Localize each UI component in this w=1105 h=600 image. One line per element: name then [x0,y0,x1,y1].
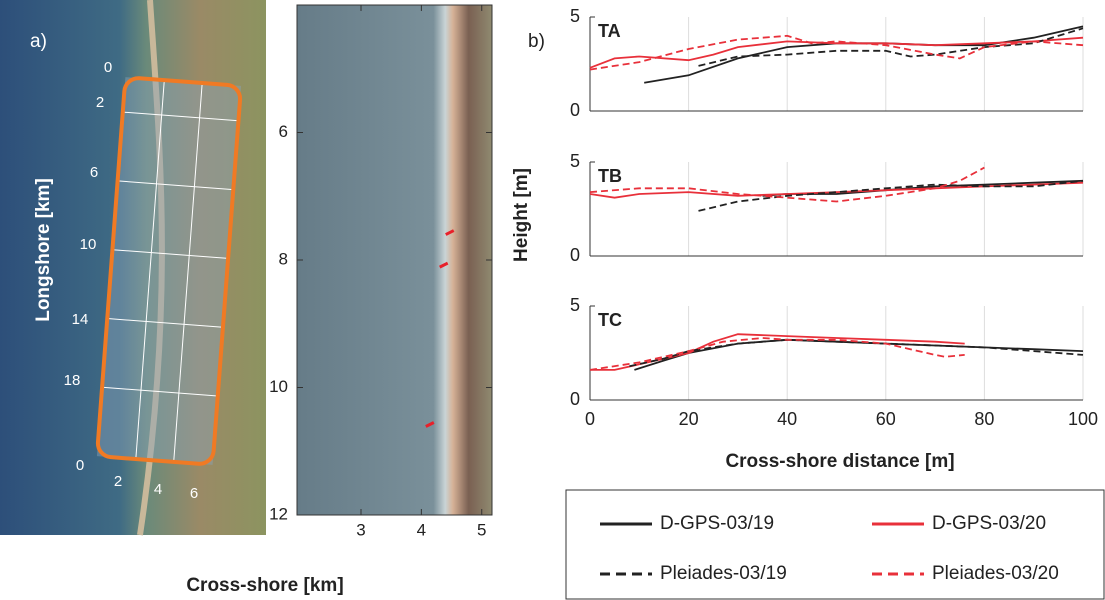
footprint [95,76,243,466]
crossshore-tick-label: 6 [190,485,198,502]
overview-panel: a) Longshore [km] [0,0,266,536]
longshore-tick-label: 6 [90,164,98,181]
y-tick-label: 5 [570,6,580,26]
series-line [589,181,1084,199]
legend: D-GPS-03/19 D-GPS-03/20 Pleiades-03/19 Plei… [565,489,1105,600]
panel-title: TA [598,21,621,41]
y-axis-label: Longshore [km] [33,178,54,322]
longshore-tick-label: 14 [72,311,89,328]
series-line [698,179,1084,212]
y-tick-label: 0 [570,100,580,120]
series-line [698,27,1084,67]
longshore-tick-label: 0 [104,59,112,76]
y-tick-label: 0 [570,389,580,409]
panel-title: TB [598,166,622,186]
legend-label: Pleiades-03/20 [932,563,1059,584]
y-tick-label: 5 [570,295,580,315]
coastline [137,0,165,536]
satellite-image [0,0,266,535]
satellite-image [297,5,492,515]
longshore-tick-label: 2 [96,94,104,111]
x-axis-label: Cross-shore [km] [186,575,343,596]
legend-label: Pleiades-03/19 [660,563,787,584]
y-tick-label: 8 [279,249,288,268]
x-tick-label: 20 [679,409,699,429]
x-tick-label: 80 [974,409,994,429]
series-line [589,36,1084,69]
series-line [629,338,1084,368]
panel-label: a) [30,31,47,52]
y-tick-label: 10 [269,377,288,396]
x-tick-label: 5 [477,520,486,539]
legend-box [565,489,1105,600]
x-tick-label: 100 [1068,409,1098,429]
x-tick-label: 3 [356,520,365,539]
y-tick-label: 0 [570,245,580,265]
x-tick-label: 40 [777,409,797,429]
series-line [589,34,1084,71]
crossshore-tick-label: 4 [154,481,162,498]
x-tick-label: 60 [876,409,896,429]
x-axis-label: Cross-shore distance [m] [725,451,954,472]
legend-label: D-GPS-03/19 [660,513,774,534]
series-line [634,338,1084,371]
y-tick-label: 6 [279,122,288,141]
y-tick-label: 12 [269,504,288,523]
transect-marker [445,229,455,236]
panel-label: b) [528,31,545,52]
x-tick-label: 4 [417,520,426,539]
crossshore-tick-label: 2 [114,473,122,490]
longshore-tick-label: 18 [64,372,81,389]
legend-label: D-GPS-03/20 [932,513,1046,534]
transect-marker [439,261,449,269]
x-tick-label: 0 [585,409,595,429]
series-line [589,337,965,371]
footprint-fill [96,77,242,465]
y-axis-label: Height [m] [511,168,532,262]
series-line [589,166,985,203]
footprint-outline [95,76,243,466]
panel-title: TC [598,310,622,330]
y-tick-label: 5 [570,151,580,171]
longshore-tick-label: 10 [80,236,97,253]
footprint-grid [102,80,239,462]
longshore-tick-label: 0 [76,457,84,474]
transect-marker [425,421,435,428]
